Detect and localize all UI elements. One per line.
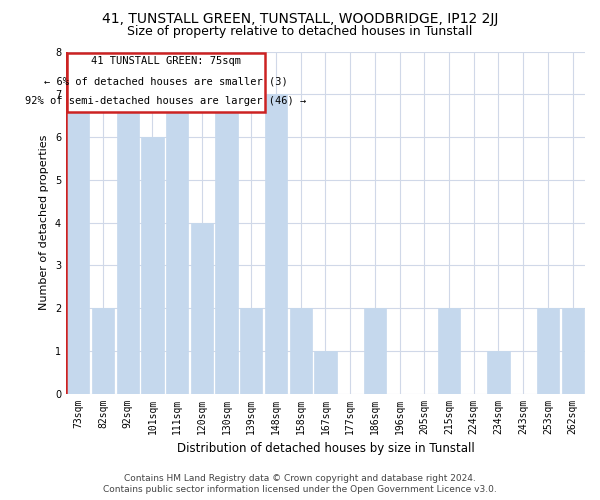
Bar (215, 94, 238, 394)
Text: 41 TUNSTALL GREEN: 75sqm: 41 TUNSTALL GREEN: 75sqm (91, 56, 241, 66)
Text: Contains HM Land Registry data © Crown copyright and database right 2024.
Contai: Contains HM Land Registry data © Crown c… (103, 474, 497, 494)
Bar (92, 308, 114, 394)
X-axis label: Distribution of detached houses by size in Tunstall: Distribution of detached houses by size … (176, 442, 475, 455)
Text: ← 6% of detached houses are smaller (3): ← 6% of detached houses are smaller (3) (44, 76, 288, 86)
FancyBboxPatch shape (67, 53, 265, 112)
Bar (438, 308, 460, 394)
Bar (364, 308, 386, 394)
Bar (142, 137, 164, 394)
Bar (314, 351, 337, 394)
Bar (166, 94, 188, 394)
Bar (116, 94, 139, 394)
Bar (290, 308, 312, 394)
Text: Size of property relative to detached houses in Tunstall: Size of property relative to detached ho… (127, 25, 473, 38)
Bar (240, 308, 262, 394)
Bar (562, 308, 584, 394)
Text: 41, TUNSTALL GREEN, TUNSTALL, WOODBRIDGE, IP12 2JJ: 41, TUNSTALL GREEN, TUNSTALL, WOODBRIDGE… (102, 12, 498, 26)
Bar (67, 94, 89, 394)
Bar (487, 351, 509, 394)
Bar (191, 222, 213, 394)
Bar (265, 94, 287, 394)
Text: 92% of semi-detached houses are larger (46) →: 92% of semi-detached houses are larger (… (25, 96, 307, 106)
Y-axis label: Number of detached properties: Number of detached properties (39, 135, 49, 310)
Bar (537, 308, 559, 394)
